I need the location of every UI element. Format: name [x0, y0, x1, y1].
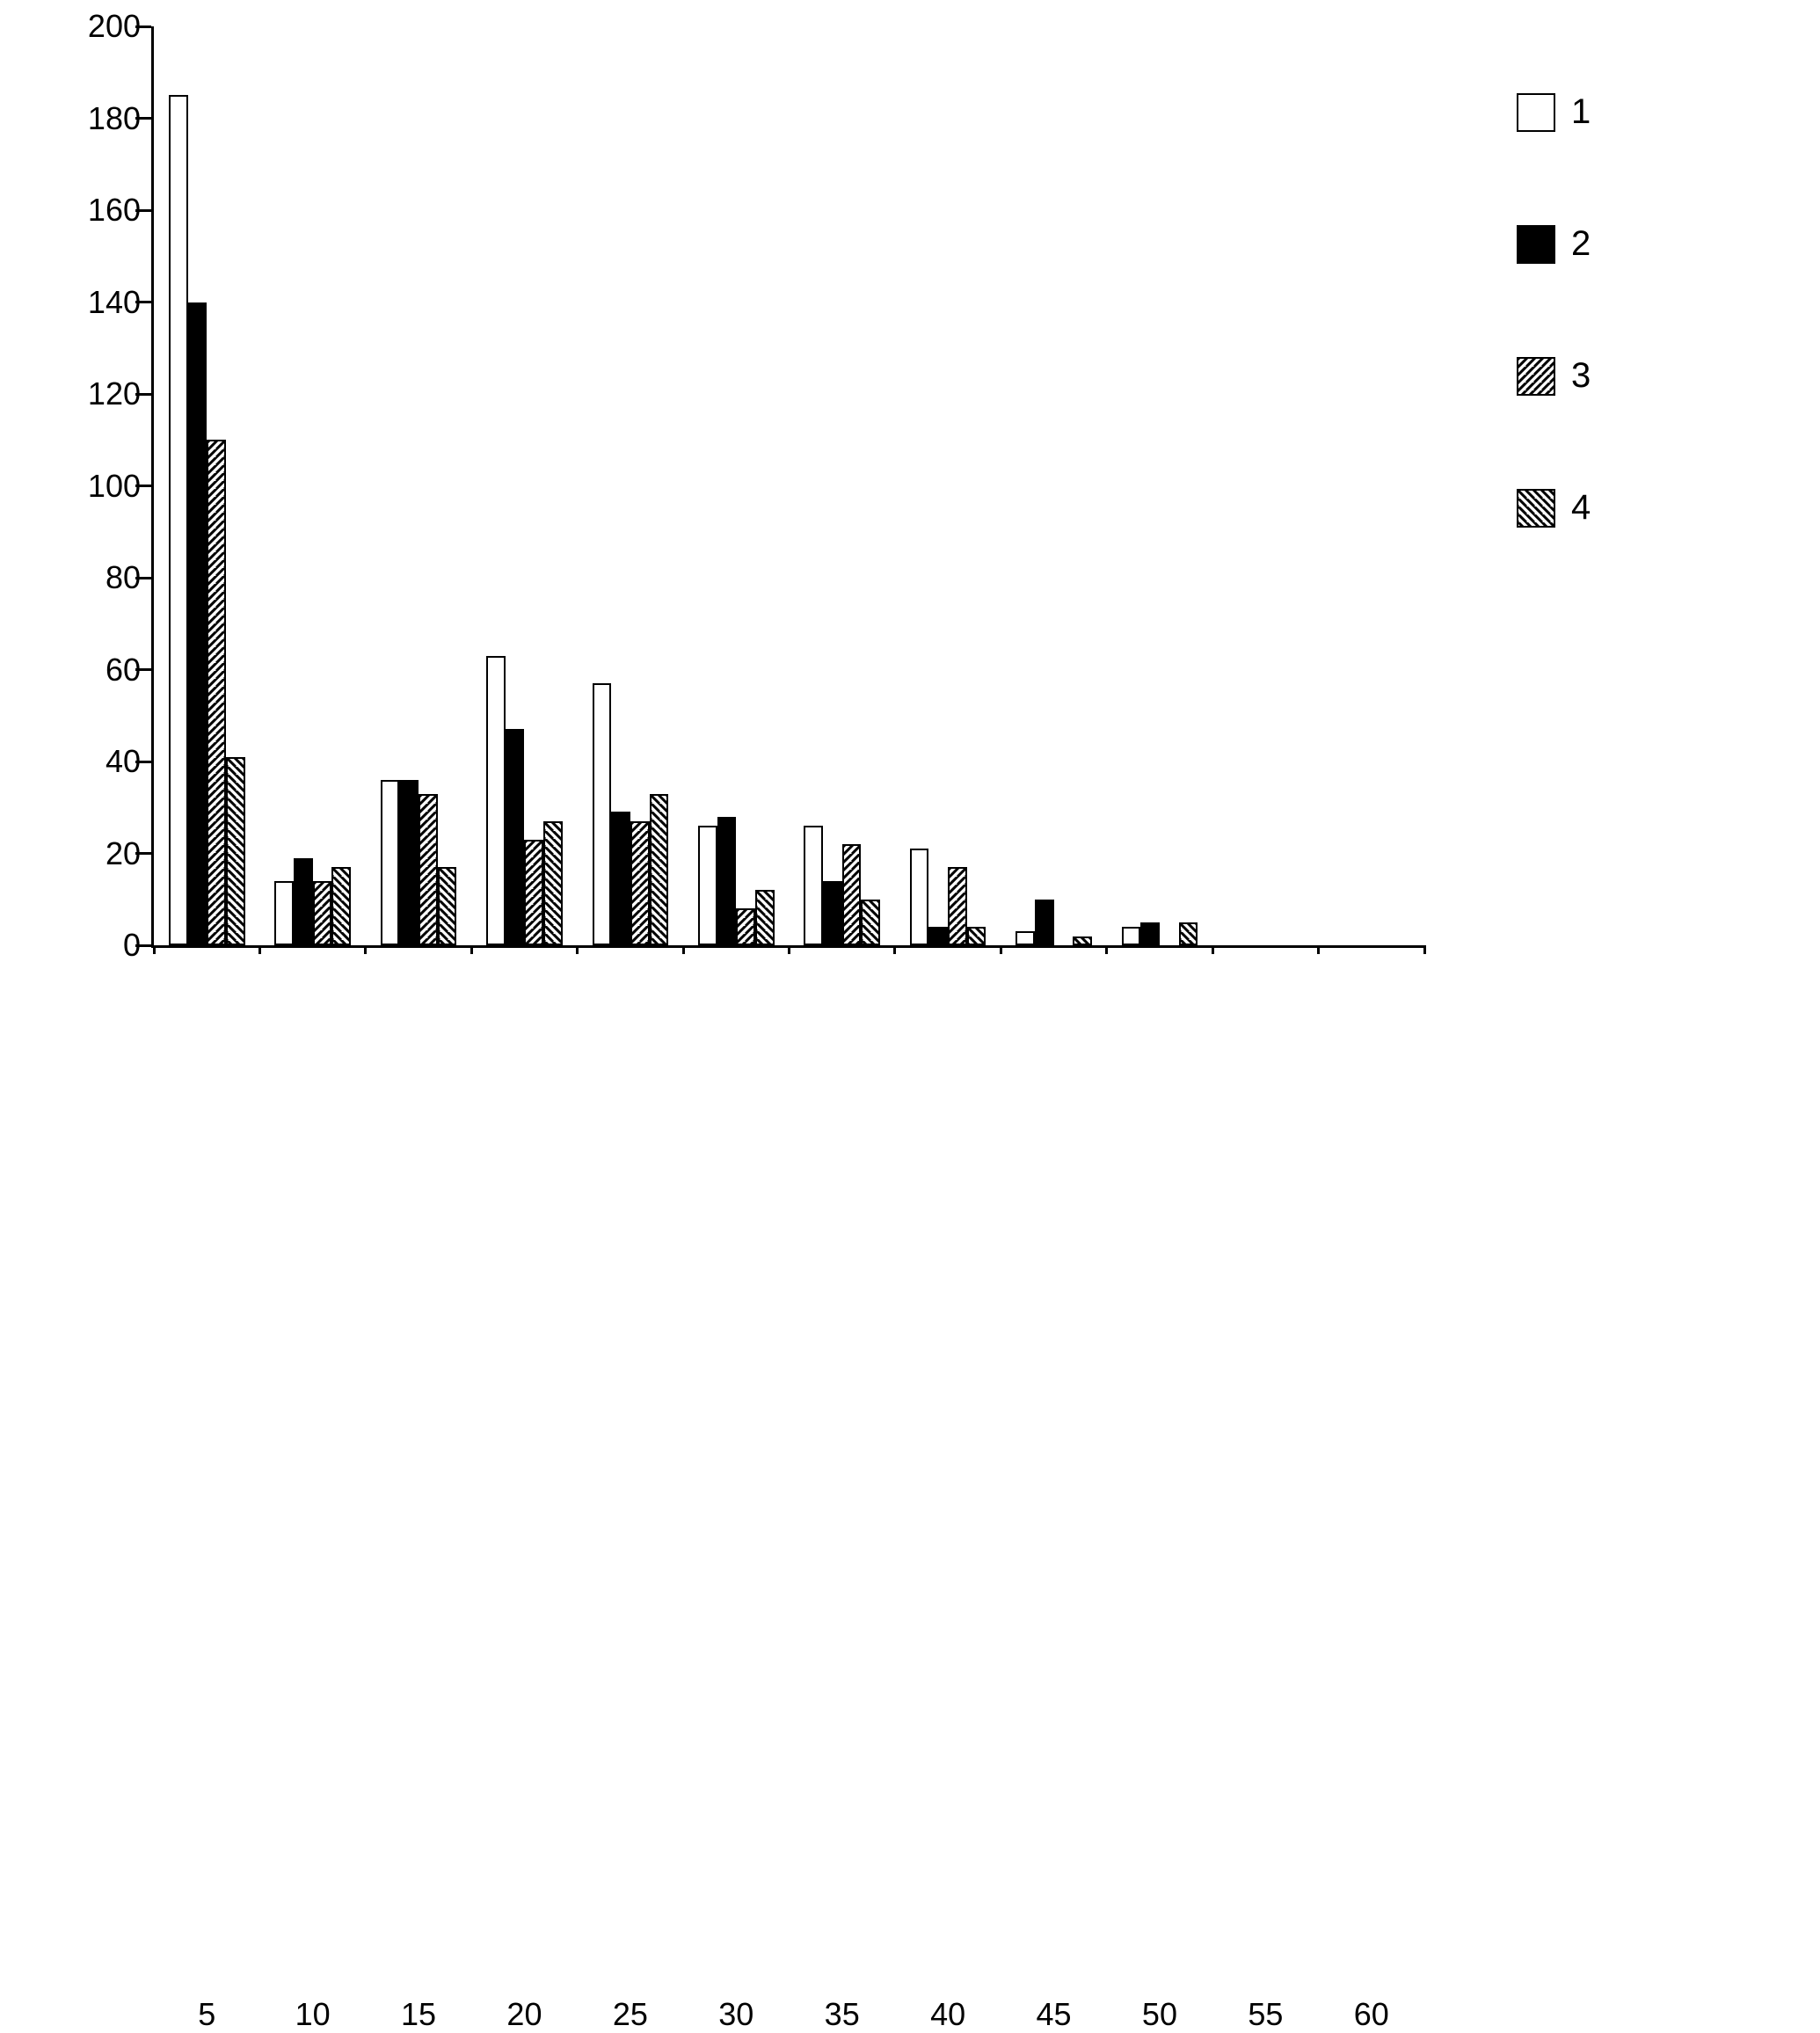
bar-s1	[274, 881, 294, 945]
bar-s1	[910, 849, 929, 945]
x-tick-label: 45	[1037, 1996, 1072, 2033]
bar-s4	[755, 890, 775, 945]
bar-s4	[1179, 922, 1198, 945]
bar-s1	[486, 656, 506, 945]
x-tick	[1000, 945, 1002, 954]
y-tick-label: 40	[106, 743, 141, 780]
x-tick	[893, 945, 896, 954]
x-tick-label: 10	[295, 1996, 331, 2033]
legend-item-s4: 4	[1517, 488, 1591, 528]
bar-s4	[226, 757, 245, 945]
y-tick-label: 60	[106, 652, 141, 689]
x-tick-label: 30	[718, 1996, 753, 2033]
y-tick-label: 140	[88, 284, 141, 321]
grouped-bar-chart: 020406080100120140160180200 510152025303…	[0, 0, 1820, 1031]
bar-s4	[438, 867, 457, 945]
bar-s4	[1073, 936, 1092, 945]
bar-s4	[861, 900, 880, 945]
y-tick-label: 160	[88, 192, 141, 229]
bar-s3	[313, 881, 332, 945]
y-tick-label: 200	[88, 8, 141, 45]
x-tick-label: 25	[613, 1996, 648, 2033]
x-tick	[1105, 945, 1108, 954]
x-tick-label: 5	[198, 1996, 215, 2033]
legend-label: 2	[1571, 224, 1591, 264]
legend-item-s2: 2	[1517, 224, 1591, 264]
x-tick-label: 15	[401, 1996, 436, 2033]
bar-s3	[630, 821, 650, 945]
legend-label: 1	[1571, 92, 1591, 132]
bar-s3	[419, 794, 438, 945]
legend-label: 4	[1571, 488, 1591, 528]
bar-s2	[188, 302, 207, 946]
bar-s2	[611, 812, 630, 945]
bar-s4	[650, 794, 669, 945]
x-tick	[1212, 945, 1214, 954]
bar-s2	[506, 729, 525, 945]
legend-label: 3	[1571, 356, 1591, 396]
legend-item-s1: 1	[1517, 92, 1591, 132]
bar-s2	[399, 780, 419, 945]
bar-s2	[294, 858, 313, 945]
bar-s1	[593, 683, 612, 945]
y-axis-labels: 0 20 40 60 80 100 120 140 160 180 200	[0, 0, 154, 1031]
bar-s1	[381, 780, 400, 945]
bar-s3	[736, 908, 755, 945]
y-tick-label: 120	[88, 375, 141, 412]
x-tick-label: 20	[506, 1996, 542, 2033]
x-tick	[576, 945, 579, 954]
y-tick-label: 80	[106, 559, 141, 596]
y-tick-label: 20	[106, 835, 141, 872]
x-tick-label: 55	[1248, 1996, 1283, 2033]
x-tick-label: 35	[825, 1996, 860, 2033]
bar-s1	[698, 826, 717, 945]
bar-s3	[207, 440, 226, 945]
x-tick	[788, 945, 790, 954]
legend-swatch-s3	[1517, 357, 1555, 396]
x-tick	[682, 945, 685, 954]
bar-s1	[1122, 927, 1141, 945]
bar-s4	[967, 927, 986, 945]
legend-item-s3: 3	[1517, 356, 1591, 396]
bar-s2	[823, 881, 842, 945]
x-tick-label: 50	[1142, 1996, 1177, 2033]
y-tick-label: 100	[88, 468, 141, 505]
bar-s4	[331, 867, 351, 945]
x-tick	[1423, 945, 1426, 954]
x-tick	[1317, 945, 1320, 954]
x-tick	[258, 945, 261, 954]
x-tick-label: 40	[930, 1996, 965, 2033]
bar-s3	[948, 867, 967, 945]
y-tick-label: 180	[88, 100, 141, 137]
bar-s1	[1016, 931, 1035, 945]
legend-swatch-s4	[1517, 489, 1555, 528]
x-tick	[470, 945, 473, 954]
bar-s3	[524, 840, 543, 945]
y-tick-label: 0	[123, 927, 141, 964]
bar-s2	[717, 817, 737, 945]
bar-s2	[928, 927, 948, 945]
bar-s1	[804, 826, 823, 945]
x-tick	[364, 945, 367, 954]
bar-s2	[1140, 922, 1160, 945]
bar-s2	[1035, 900, 1054, 945]
legend-swatch-s2	[1517, 225, 1555, 264]
plot-area	[154, 26, 1424, 945]
x-tick-label: 60	[1354, 1996, 1389, 2033]
bar-s3	[842, 844, 862, 945]
bar-s4	[543, 821, 563, 945]
legend-swatch-s1	[1517, 93, 1555, 132]
bar-s1	[169, 95, 188, 945]
